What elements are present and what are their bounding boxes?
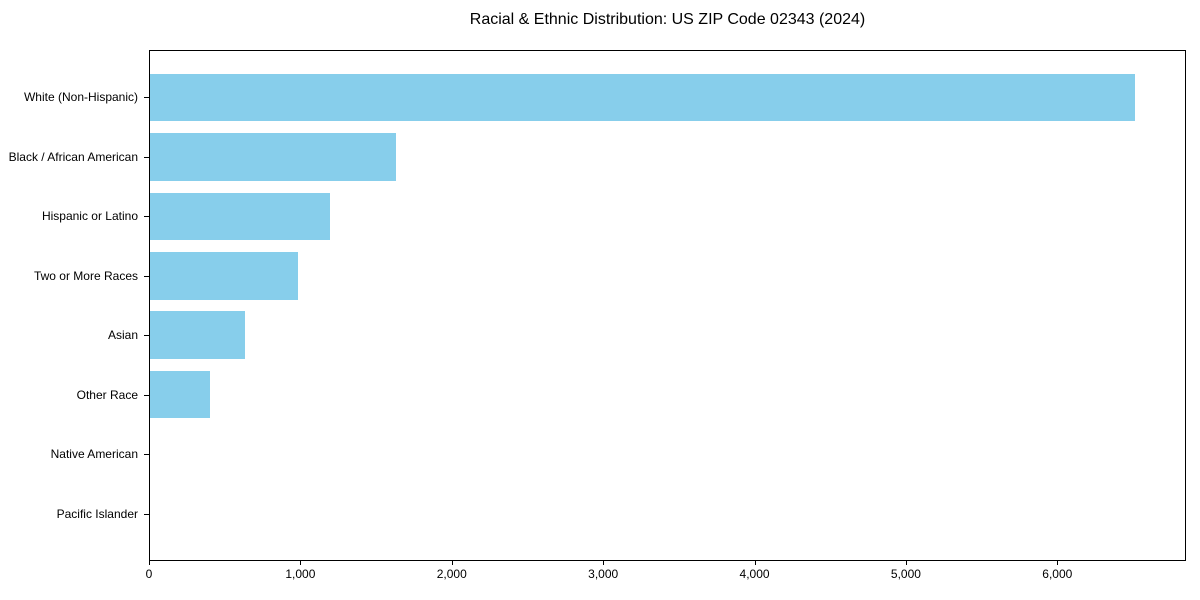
chart-title: Racial & Ethnic Distribution: US ZIP Cod…: [469, 11, 866, 28]
bar: [150, 311, 246, 359]
y-tick-mark: [144, 513, 149, 515]
x-tick-label: 3,000: [588, 567, 619, 581]
bar-row: [150, 365, 1185, 424]
x-tick-label: 4,000: [739, 567, 770, 581]
y-tick-label: Black / African American: [8, 149, 138, 164]
y-tick-mark: [144, 394, 149, 396]
bar: [150, 252, 299, 300]
bar-row: [150, 187, 1185, 246]
x-tick-label: 1,000: [285, 567, 316, 581]
y-tick-mark: [144, 454, 149, 456]
bar-row: [150, 306, 1185, 365]
x-tick-mark: [1057, 560, 1059, 565]
x-tick-label: 0: [145, 567, 153, 581]
x-tick-mark: [451, 560, 453, 565]
y-tick-label: White (Non-Hispanic): [23, 90, 138, 105]
x-tick-mark: [905, 560, 907, 565]
x-tick-mark: [754, 560, 756, 565]
bar: [150, 192, 330, 241]
bar-row: [150, 246, 1185, 305]
bar-row: [150, 484, 1185, 543]
y-tick-label: Asian: [107, 328, 138, 343]
bar: [150, 370, 211, 419]
y-tick-mark: [144, 275, 149, 277]
plot-area: [149, 50, 1186, 561]
y-axis-labels: White (Non-Hispanic) Black / African Amer…: [0, 50, 138, 561]
x-tick-mark: [149, 560, 150, 565]
y-tick-label: Hispanic or Latino: [41, 209, 138, 224]
y-tick-label: Pacific Islander: [56, 506, 138, 521]
y-tick-mark: [144, 216, 149, 218]
x-tick-mark: [603, 560, 605, 565]
bar: [150, 73, 1136, 122]
bar-row: [150, 68, 1185, 127]
x-tick-label: 6,000: [1042, 567, 1073, 581]
y-tick-label: Other Race: [76, 387, 138, 402]
y-tick-mark: [144, 335, 149, 337]
bar-row: [150, 127, 1185, 186]
x-tick-label: 2,000: [436, 567, 467, 581]
y-tick-mark: [144, 156, 149, 158]
y-tick-mark: [144, 97, 149, 99]
bar: [150, 133, 397, 181]
x-tick-mark: [300, 560, 302, 565]
bars-container: [150, 51, 1185, 560]
y-tick-label: Native American: [50, 447, 138, 462]
x-tick-label: 5,000: [890, 567, 921, 581]
y-tick-label: Two or More Races: [33, 268, 138, 283]
bar-row: [150, 424, 1185, 483]
